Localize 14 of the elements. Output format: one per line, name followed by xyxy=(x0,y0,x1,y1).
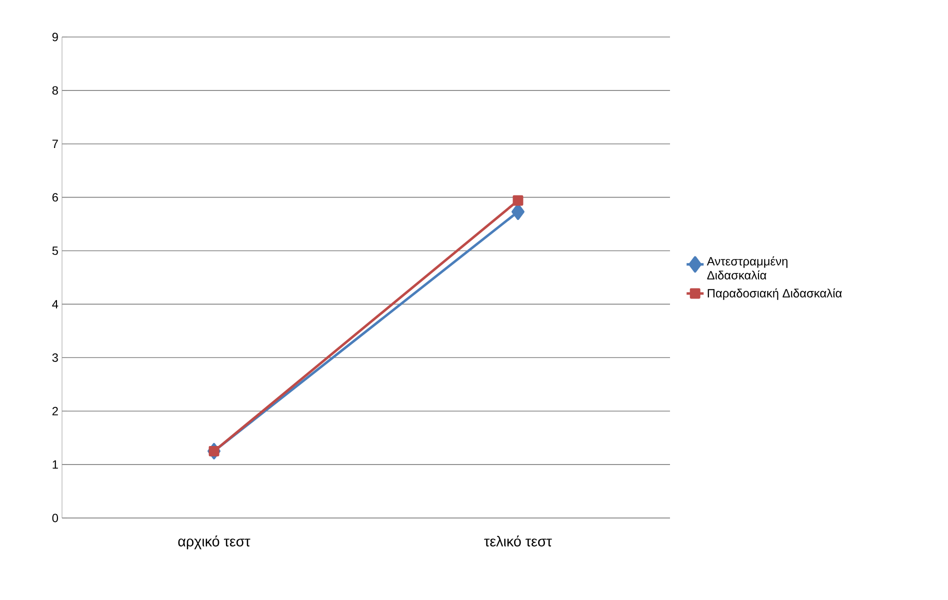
y-tick-label: 7 xyxy=(52,140,58,148)
y-tick-label: 9 xyxy=(52,32,58,42)
x-tick-label: τελικό τεστ xyxy=(484,536,552,546)
y-tick-label: 4 xyxy=(52,300,58,308)
y-tick-label: 8 xyxy=(52,86,58,95)
legend-label: Παραδοσιακή Διδασκαλία xyxy=(708,288,842,300)
y-tick-label: 6 xyxy=(52,193,58,202)
y-tick-label: 0 xyxy=(52,514,58,522)
y-tick-label: 3 xyxy=(52,353,58,362)
x-tick-label: αρχικό τεστ xyxy=(178,536,250,550)
legend-label: Αντεστραμμένη Διδασκαλία xyxy=(706,256,788,280)
y-tick-label: 1 xyxy=(52,460,58,469)
y-tick-label: 2 xyxy=(52,406,58,416)
y-tick-label: 5 xyxy=(52,246,58,255)
